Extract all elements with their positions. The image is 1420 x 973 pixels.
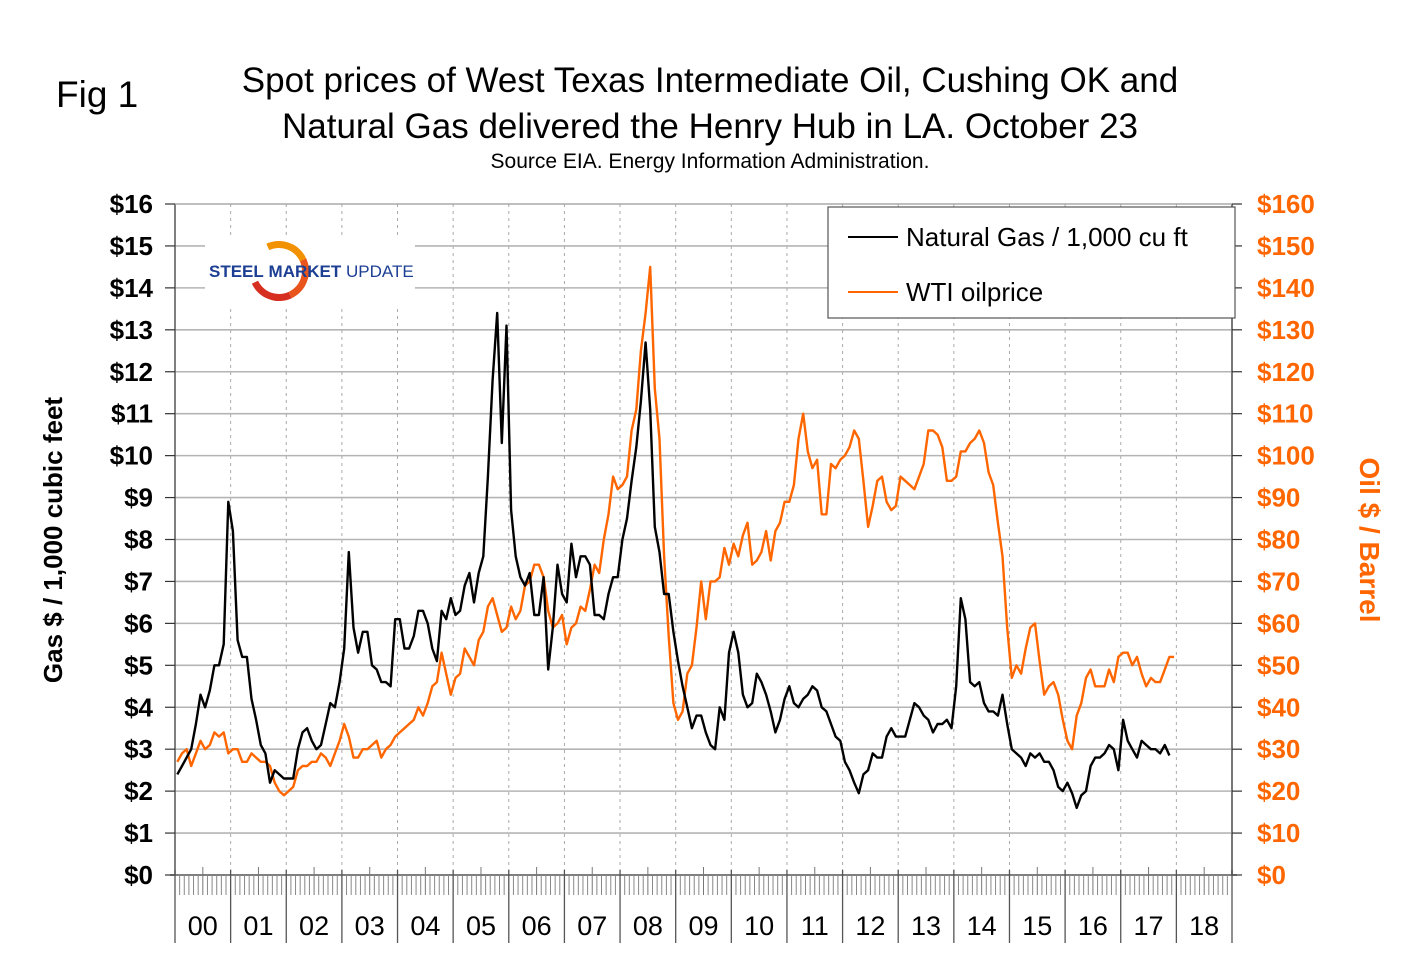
x-tick-label: 09 [688, 911, 718, 941]
y-tick-label-right: $60 [1257, 608, 1300, 638]
legend-label-gas: Natural Gas / 1,000 cu ft [906, 222, 1189, 252]
legend-label-oil: WTI oilprice [906, 277, 1043, 307]
x-tick-label: 14 [967, 911, 997, 941]
logo-word-steel: STEEL [209, 262, 264, 281]
chart-subtitle: Source EIA. Energy Information Administr… [490, 150, 930, 173]
y-axis-right-ticks: $0 $10 $20 $30 $40 $50 $60 $70 $80 $90 $100 $110 $12… [1232, 189, 1315, 890]
y-tick-label-left: $14 [110, 273, 154, 303]
series-line-natural-gas [176, 311, 1171, 810]
x-tick-label: 13 [911, 911, 941, 941]
x-tick-label: 00 [188, 911, 218, 941]
x-tick-label: 08 [633, 911, 663, 941]
y-tick-label-right: $130 [1257, 315, 1315, 345]
y-tick-label-left: $6 [124, 608, 153, 638]
y-tick-label-right: $20 [1257, 776, 1300, 806]
y-tick-label-right: $90 [1257, 483, 1300, 513]
y-tick-label-left: $1 [124, 818, 153, 848]
y-tick-label-right: $140 [1257, 273, 1315, 303]
y-tick-label-right: $50 [1257, 650, 1300, 680]
y-tick-label-left: $5 [124, 650, 153, 680]
x-tick-label: 15 [1022, 911, 1052, 941]
x-tick-label: 07 [577, 911, 607, 941]
y-tick-label-right: $10 [1257, 818, 1300, 848]
y-tick-label-left: $2 [124, 776, 153, 806]
y-tick-label-left: $12 [110, 357, 153, 387]
y-axis-left-label: Gas $ / 1,000 cubic feet [38, 397, 68, 683]
x-tick-label: 18 [1189, 911, 1219, 941]
x-tick-label: 05 [466, 911, 496, 941]
y-tick-label-left: $16 [110, 189, 153, 219]
chart-title-line-2: Natural Gas delivered the Henry Hub in L… [282, 107, 1138, 146]
x-tick-label: 01 [243, 911, 273, 941]
y-tick-label-left: $9 [124, 483, 153, 513]
y-tick-label-left: $11 [111, 399, 153, 429]
y-tick-label-right: $160 [1257, 189, 1315, 219]
y-axis-right-label: Oil $ / Barrel [1354, 458, 1385, 623]
legend-box [827, 206, 1236, 319]
logo-word-market: MARKET [268, 262, 342, 281]
y-tick-label-right: $80 [1257, 525, 1300, 555]
x-tick-label: 06 [522, 911, 552, 941]
series-layer [176, 265, 1175, 810]
y-tick-label-right: $120 [1257, 357, 1315, 387]
y-tick-label-right: $0 [1257, 860, 1286, 890]
figure-label: Fig 1 [56, 74, 139, 115]
x-tick-label: 17 [1134, 911, 1164, 941]
y-tick-label-left: $8 [124, 525, 153, 555]
x-tick-label: 16 [1078, 911, 1108, 941]
y-tick-label-left: $7 [124, 566, 153, 596]
y-tick-label-left: $3 [124, 734, 153, 764]
y-tick-label-left: $0 [124, 860, 153, 890]
y-tick-label-right: $40 [1257, 692, 1300, 722]
series-line-wti-oil [176, 265, 1175, 797]
y-tick-label-left: $15 [110, 231, 153, 261]
x-tick-label: 02 [299, 911, 329, 941]
x-axis-ticks: 00 01 02 03 04 05 06 07 08 09 10 11 12 13 14 15 16 17 18 [174, 867, 1233, 943]
x-tick-label: 11 [801, 911, 829, 941]
x-tick-label: 10 [744, 911, 774, 941]
y-tick-label-right: $70 [1257, 566, 1300, 596]
x-tick-label: 12 [855, 911, 885, 941]
y-tick-label-right: $110 [1257, 399, 1313, 429]
chart-title: Spot prices of West Texas Intermediate O… [170, 58, 1250, 150]
legend: Natural Gas / 1,000 cu ft WTI oilprice [827, 206, 1236, 319]
y-axis-left-ticks: $0 $1 $2 $3 $4 $5 $6 $7 $8 $9 $10 $11 $12 $13 $14 $15 $1… [110, 189, 175, 890]
y-tick-label-left: $10 [110, 441, 153, 471]
steel-market-update-logo: STEEL MARKET UPDATE [205, 232, 415, 310]
logo-word-update: UPDATE [345, 262, 414, 281]
logo-text: STEEL MARKET UPDATE [209, 262, 414, 282]
y-tick-label-right: $30 [1257, 734, 1300, 764]
chart-title-line-1: Spot prices of West Texas Intermediate O… [241, 61, 1179, 100]
y-tick-label-left: $13 [110, 315, 153, 345]
y-tick-label-right: $150 [1257, 231, 1315, 261]
x-tick-label: 04 [410, 911, 440, 941]
y-tick-label-right: $100 [1257, 441, 1315, 471]
y-tick-label-left: $4 [124, 692, 153, 722]
x-tick-label: 03 [355, 911, 385, 941]
